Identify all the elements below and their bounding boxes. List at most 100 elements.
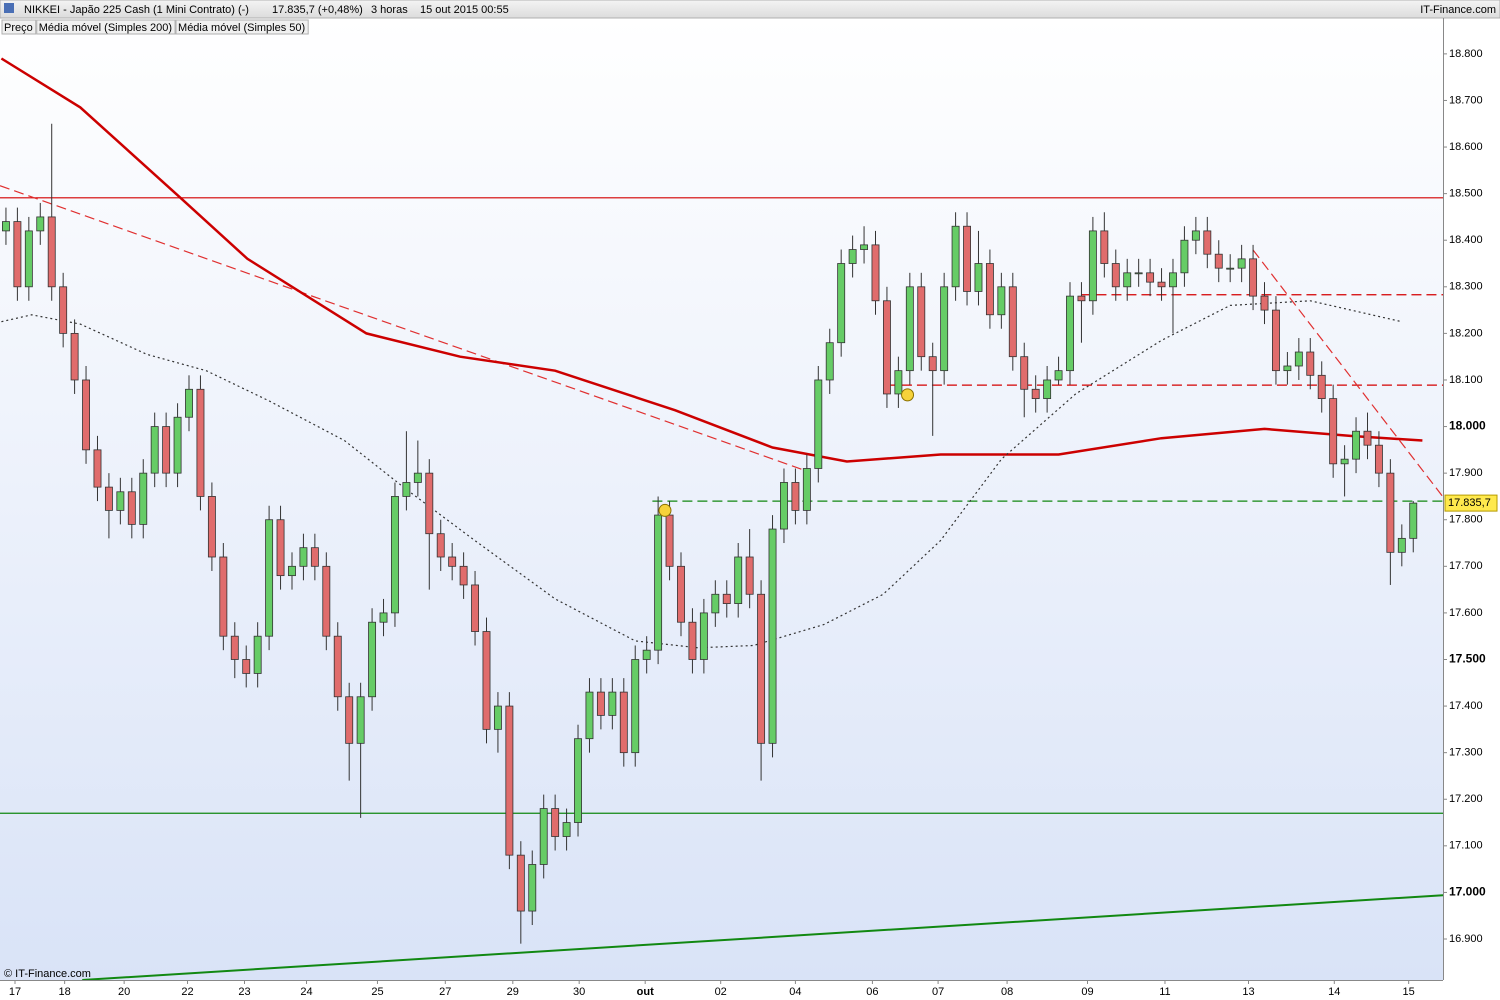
candle-body [1100, 230, 1109, 264]
y-tick-label: 18.300 [1449, 281, 1483, 293]
candle-body [917, 286, 926, 358]
alert-bell [901, 388, 915, 402]
candle-body [711, 593, 720, 614]
candle-body [768, 528, 777, 744]
legend-item[interactable]: Média móvel (Simples 200) [36, 19, 176, 35]
x-tick-label: 04 [789, 986, 801, 998]
x-tick-label: 06 [866, 986, 878, 998]
candle-body [1031, 388, 1040, 400]
candle-body [802, 468, 811, 511]
candle-body [425, 472, 434, 535]
legend-box[interactable] [1, 19, 37, 35]
candle-body [505, 705, 514, 856]
candle-body [1386, 472, 1395, 553]
candle-body [699, 612, 708, 660]
candle-body [928, 356, 937, 372]
candle-body [345, 696, 354, 744]
candle-body [745, 556, 754, 595]
legend-label[interactable]: Preço [4, 22, 33, 34]
plot-area [0, 57, 1443, 980]
candle-body [482, 631, 491, 730]
candle-body [619, 691, 628, 754]
x-tick-label: 20 [118, 986, 130, 998]
candle-body [471, 584, 479, 632]
x-tick-label: 23 [238, 986, 250, 998]
y-tick-label: 17.000 [1449, 885, 1486, 899]
candle-body [1111, 263, 1120, 288]
candle-body [791, 482, 800, 511]
y-tick-label: 17.100 [1449, 840, 1483, 852]
candle-body [173, 416, 182, 474]
legend-box[interactable] [36, 19, 176, 35]
x-tick-label: 27 [439, 986, 451, 998]
candle-body [608, 691, 617, 716]
legend-item[interactable]: Preço [1, 19, 37, 35]
moving-average-line [0, 57, 1423, 463]
candle-body [230, 635, 239, 660]
candle-body [459, 565, 468, 586]
candle-body [104, 486, 113, 511]
trend-line [82, 894, 1443, 980]
candle-body [974, 263, 983, 292]
x-tick-label: 11 [1159, 986, 1170, 998]
candle-body [1123, 272, 1132, 288]
candle-body [356, 696, 365, 744]
copyright: © IT-Finance.com [4, 968, 91, 980]
candle-body [539, 808, 548, 865]
last-price: 17.835,7 (+0,48%) [272, 4, 363, 16]
candle-body [860, 244, 869, 250]
candle-body [905, 286, 914, 372]
x-tick-label: 09 [1081, 986, 1093, 998]
y-tick-label: 18.800 [1449, 48, 1483, 60]
candle-body [59, 286, 68, 334]
candle-body [688, 621, 697, 660]
candle-body [654, 514, 663, 651]
y-tick-label: 17.500 [1449, 652, 1486, 666]
candle-body [139, 472, 148, 525]
interval: 3 horas [371, 4, 408, 16]
header-bar [0, 0, 1500, 19]
candle-body [127, 491, 136, 525]
candle-body [1214, 253, 1223, 269]
candle-body [528, 864, 537, 912]
candle-body [631, 659, 640, 754]
candle-body [814, 379, 823, 469]
candle-body [265, 519, 274, 637]
x-tick-label: 24 [300, 986, 312, 998]
y-tick-label: 18.600 [1449, 141, 1483, 153]
candle-body [963, 225, 971, 292]
candle-body [448, 556, 457, 567]
candle-body [162, 426, 171, 474]
candle-body [665, 514, 674, 567]
x-tick-label: 13 [1242, 986, 1254, 998]
y-tick-label: 17.700 [1449, 560, 1483, 572]
candle-body [1409, 502, 1418, 539]
legend-item[interactable]: Média móvel (Simples 50) [175, 19, 309, 35]
y-tick-label: 18.200 [1449, 327, 1483, 339]
candle-body [1203, 230, 1212, 255]
legend-box[interactable] [175, 19, 309, 35]
candle-body [253, 635, 262, 674]
candle-body [2, 221, 10, 232]
candle-body [848, 249, 857, 264]
y-tick-label: 17.300 [1449, 747, 1483, 759]
candle-body [1237, 258, 1246, 269]
candle-body [219, 556, 228, 637]
y-tick-label: 17.400 [1449, 700, 1483, 712]
candle-body [1066, 295, 1074, 372]
candle-body [894, 370, 903, 395]
plot-background [0, 18, 1443, 980]
candle-body [562, 822, 571, 837]
candle-body [1134, 272, 1143, 275]
legend-label[interactable]: Média móvel (Simples 50) [178, 22, 305, 34]
candle-body [1272, 309, 1280, 372]
candle-body [951, 225, 960, 288]
candle-body [1146, 272, 1155, 283]
candle-body [413, 472, 422, 483]
candle-body [1043, 379, 1052, 400]
y-tick-label: 17.900 [1449, 467, 1483, 479]
y-tick-label: 18.400 [1449, 234, 1483, 246]
legend-label[interactable]: Média móvel (Simples 200) [39, 22, 172, 34]
axes: 16.900 17.000 17.100 17.200 17.300 17.400 17.5… [9, 48, 1498, 998]
